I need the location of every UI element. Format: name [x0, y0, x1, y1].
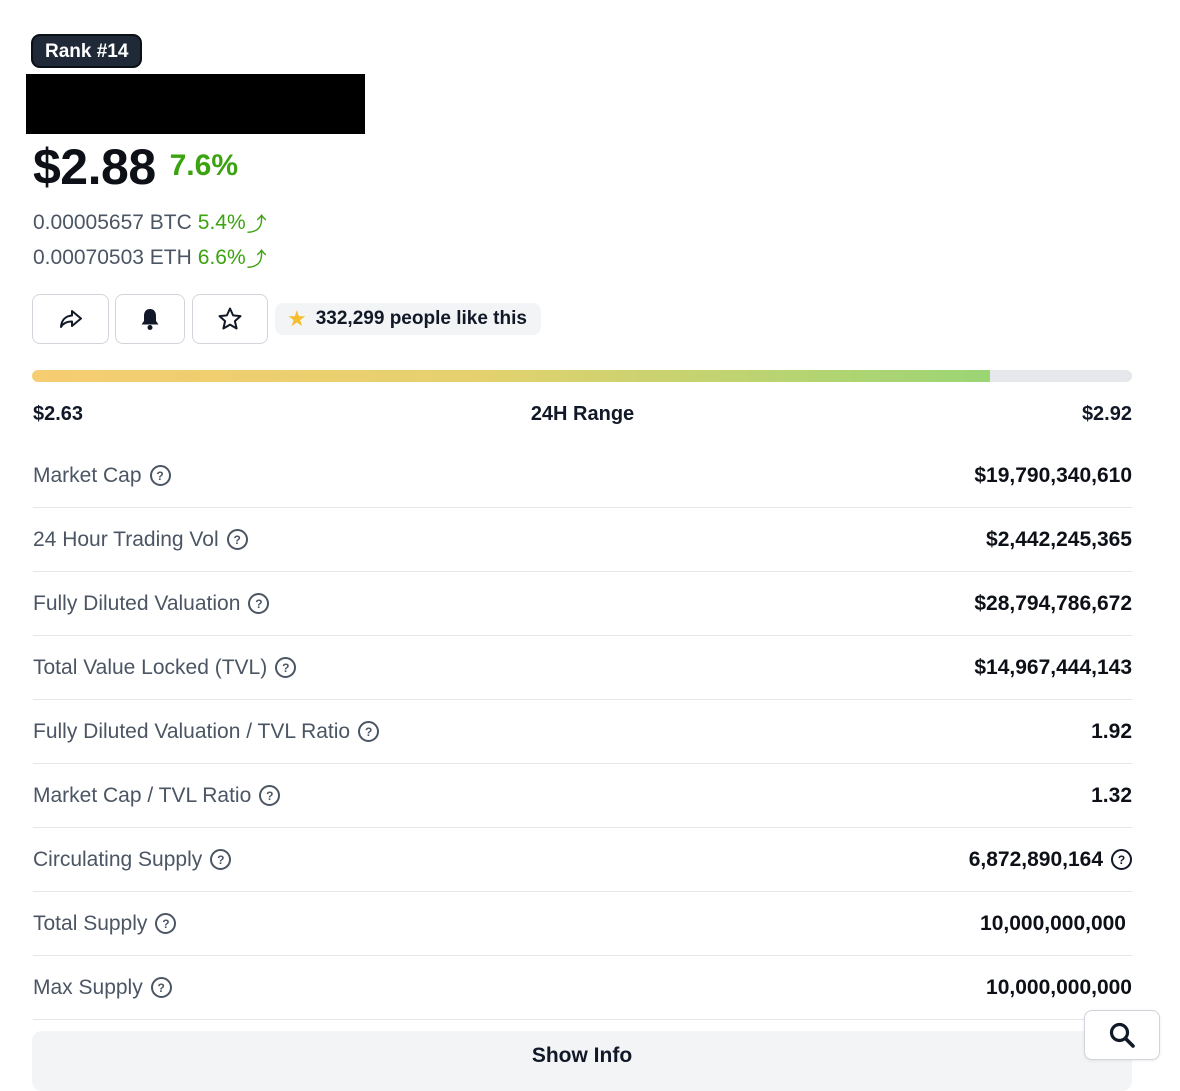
eth-conversion: 0.00070503 ETH 6.6% ⤴	[33, 243, 267, 272]
eth-change: 6.6%	[197, 245, 246, 269]
price-alert-button[interactable]	[115, 294, 185, 344]
stat-row-mcap-tvl-ratio: Market Cap / TVL Ratio? 1.32	[33, 764, 1132, 828]
stat-label: 24 Hour Trading Vol	[33, 527, 219, 551]
stat-label: Fully Diluted Valuation / TVL Ratio	[33, 719, 351, 743]
watchlist-button[interactable]	[192, 294, 268, 344]
range-low: $2.63	[33, 403, 84, 425]
show-info-button[interactable]: Show Info	[32, 1031, 1132, 1091]
stat-row-circulating-supply: Circulating Supply? 6,872,890,164?	[33, 828, 1132, 892]
share-icon	[59, 310, 82, 328]
stat-value: 1.32	[1091, 783, 1132, 807]
stat-label: Market Cap	[33, 463, 142, 487]
price-row: $2.88 7.6%	[33, 136, 238, 198]
help-icon[interactable]: ?	[226, 529, 248, 550]
help-icon[interactable]: ?	[248, 593, 270, 614]
stat-value: $19,790,340,610	[974, 463, 1132, 487]
stat-value: 10,000,000,000	[980, 911, 1126, 935]
btc-change: 5.4%	[197, 210, 246, 234]
help-icon[interactable]: ?	[150, 977, 172, 998]
star-filled-icon: ★	[287, 306, 307, 331]
stat-value: 1.92	[1091, 719, 1132, 743]
coin-name-redacted	[26, 74, 365, 134]
help-icon[interactable]: ?	[358, 721, 380, 742]
stat-row-tvl: Total Value Locked (TVL)? $14,967,444,14…	[33, 636, 1132, 700]
stat-value: 6,872,890,164	[968, 847, 1103, 871]
stat-label: Total Value Locked (TVL)	[33, 655, 268, 679]
stat-label: Total Supply	[33, 911, 148, 935]
stat-row-market-cap: Market Cap? $19,790,340,610	[33, 444, 1132, 508]
stat-label: Max Supply	[33, 975, 143, 999]
rank-badge: Rank #14	[32, 35, 142, 67]
btc-value: 0.00005657 BTC	[33, 210, 192, 234]
help-icon[interactable]: ?	[259, 785, 281, 806]
stat-row-fdv-tvl-ratio: Fully Diluted Valuation / TVL Ratio? 1.9…	[33, 700, 1132, 764]
range-bar-fill	[32, 370, 991, 382]
likes-count: 332,299 people like this	[315, 308, 527, 329]
help-icon[interactable]: ?	[1111, 849, 1132, 870]
help-icon[interactable]: ?	[275, 657, 297, 678]
stat-label: Fully Diluted Valuation	[33, 591, 241, 615]
stat-value: $28,794,786,672	[974, 591, 1132, 615]
range-high: $2.92	[1081, 403, 1132, 425]
search-icon	[1109, 1022, 1135, 1048]
eth-value: 0.00070503 ETH	[33, 245, 192, 269]
bell-icon	[141, 309, 159, 330]
arrow-up-icon: ⤴	[246, 249, 267, 271]
range-bar	[32, 370, 1132, 382]
help-icon[interactable]: ?	[210, 849, 232, 870]
stats-table: Market Cap? $19,790,340,610 24 Hour Trad…	[33, 444, 1132, 1020]
btc-conversion: 0.00005657 BTC 5.4% ⤴	[33, 208, 267, 237]
stat-row-max-supply: Max Supply? 10,000,000,000	[33, 956, 1132, 1020]
stat-value: $14,967,444,143	[974, 655, 1132, 679]
likes-pill: ★ 332,299 people like this	[275, 303, 541, 335]
help-icon[interactable]: ?	[149, 465, 171, 486]
stat-row-total-supply: Total Supply? 10,000,000,000	[33, 892, 1132, 956]
help-icon[interactable]: ?	[155, 913, 177, 934]
arrow-up-icon: ⤴	[246, 214, 267, 236]
stat-label: Circulating Supply	[33, 847, 203, 871]
range-label: 24H Range	[530, 403, 635, 425]
search-button[interactable]	[1084, 1010, 1160, 1060]
star-outline-icon	[218, 307, 242, 330]
share-button[interactable]	[32, 294, 109, 344]
range-labels: $2.63 24H Range $2.92	[33, 403, 1132, 431]
price-change: 7.6%	[169, 149, 239, 182]
stat-row-trading-vol: 24 Hour Trading Vol? $2,442,245,365	[33, 508, 1132, 572]
coin-price: $2.88	[33, 139, 156, 195]
stat-value: $2,442,245,365	[986, 527, 1132, 551]
stat-label: Market Cap / TVL Ratio	[33, 783, 252, 807]
stat-row-fdv: Fully Diluted Valuation? $28,794,786,672	[33, 572, 1132, 636]
stat-value: 10,000,000,000	[986, 975, 1132, 999]
